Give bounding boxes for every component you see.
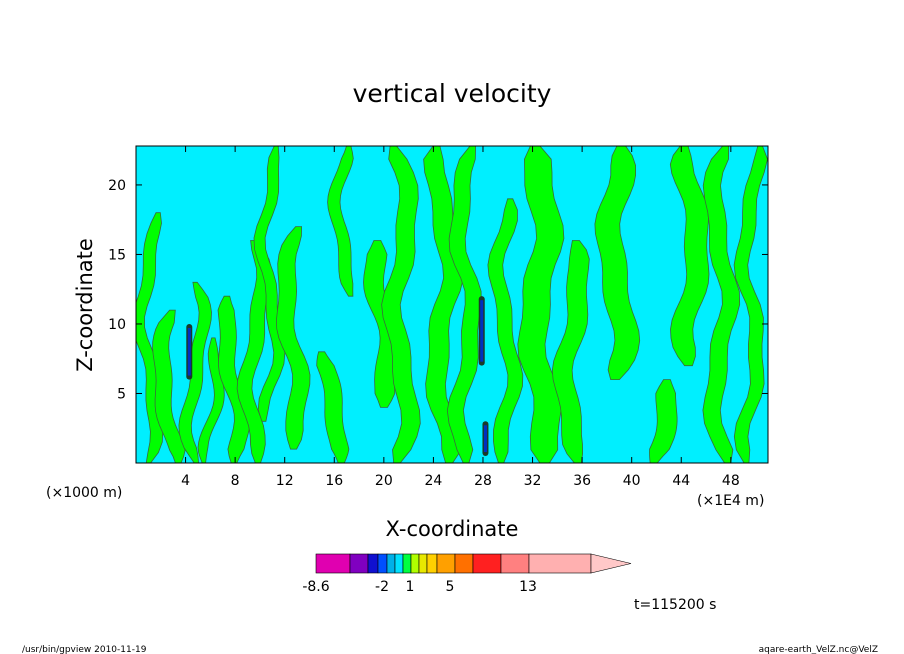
y-tick-label: 10 xyxy=(108,317,126,333)
green-band xyxy=(669,146,710,367)
green-band xyxy=(316,351,350,463)
time-label: t=115200 s xyxy=(634,597,716,613)
x-tick-label: 28 xyxy=(474,473,492,489)
colorbar-cell xyxy=(426,553,438,574)
y-tick-label: 15 xyxy=(108,247,126,263)
green-band xyxy=(381,146,421,463)
x-tick-label: 40 xyxy=(623,473,641,489)
green-band xyxy=(594,146,641,380)
green-band xyxy=(702,146,741,463)
updraft-core-inner xyxy=(187,327,191,376)
x-unit-left: (×1000 m) xyxy=(46,485,122,501)
green-band xyxy=(152,309,186,463)
x-unit-right: (×1E4 m) xyxy=(697,493,764,509)
y-axis-label: Z-coordinate xyxy=(73,238,97,372)
green-band xyxy=(197,337,225,463)
field-contours xyxy=(136,146,768,463)
colorbar-cell xyxy=(528,553,592,574)
plot-area xyxy=(135,145,769,464)
colorbar-arrow xyxy=(590,553,632,574)
colorbar-cell xyxy=(402,553,412,574)
plot-frame xyxy=(135,145,769,464)
x-tick-label: 32 xyxy=(524,473,542,489)
colorbar-cell xyxy=(500,553,530,574)
x-tick-label: 8 xyxy=(231,473,240,489)
colorbar-cell xyxy=(377,553,388,574)
green-band xyxy=(276,226,311,450)
colorbar-cell xyxy=(418,553,428,574)
colorbar-cell xyxy=(386,553,396,574)
colorbar-cell xyxy=(367,553,379,574)
colorbar-cell xyxy=(436,553,456,574)
x-axis-ticks: 4 8 12 16 20 24 28 32 36 40 44 48 xyxy=(181,146,740,489)
green-band xyxy=(178,281,212,463)
green-band xyxy=(733,146,768,463)
x-tick-label: 20 xyxy=(375,473,393,489)
x-tick-label: 4 xyxy=(181,473,190,489)
x-tick-label: 48 xyxy=(722,473,740,489)
x-tick-label: 44 xyxy=(672,473,690,489)
x-tick-label: 12 xyxy=(276,473,294,489)
colorbar-cell xyxy=(349,553,369,574)
colorbar-tick-label: -2 xyxy=(375,579,389,595)
green-band xyxy=(327,146,354,297)
colorbar-tick-labels: -8.6 -2 1 5 13 xyxy=(302,579,537,595)
colorbar-cell xyxy=(315,553,351,574)
x-tick-label: 36 xyxy=(573,473,591,489)
x-axis-label: X-coordinate xyxy=(386,517,519,541)
green-band xyxy=(446,146,482,463)
colorbar xyxy=(315,553,632,574)
green-band xyxy=(551,240,590,463)
colorbar-tick-label: 5 xyxy=(446,579,455,595)
colorbar-cell xyxy=(472,553,502,574)
green-band xyxy=(517,146,565,463)
x-tick-label: 24 xyxy=(424,473,442,489)
y-tick-label: 5 xyxy=(117,386,126,402)
y-tick-label: 20 xyxy=(108,178,126,194)
colorbar-tick-label: 1 xyxy=(406,579,415,595)
footer-left: /usr/bin/gpview 2010-11-19 xyxy=(22,645,147,654)
green-band xyxy=(487,198,524,463)
colorbar-tick-label: -8.6 xyxy=(302,579,329,595)
green-band xyxy=(649,379,678,463)
updraft-core-inner xyxy=(483,425,487,453)
updraft-core-inner xyxy=(480,300,484,362)
colorbar-cell xyxy=(454,553,474,574)
colorbar-tick-label: 13 xyxy=(519,579,537,595)
y-axis-ticks: 5 10 15 20 xyxy=(108,178,768,402)
green-band xyxy=(423,146,464,463)
footer-right: aqare-earth_VelZ.nc@VelZ xyxy=(759,645,878,654)
colorbar-cell xyxy=(394,553,404,574)
x-tick-label: 16 xyxy=(325,473,343,489)
chart-title: vertical velocity xyxy=(353,79,552,108)
colorbar-cell xyxy=(410,553,420,574)
